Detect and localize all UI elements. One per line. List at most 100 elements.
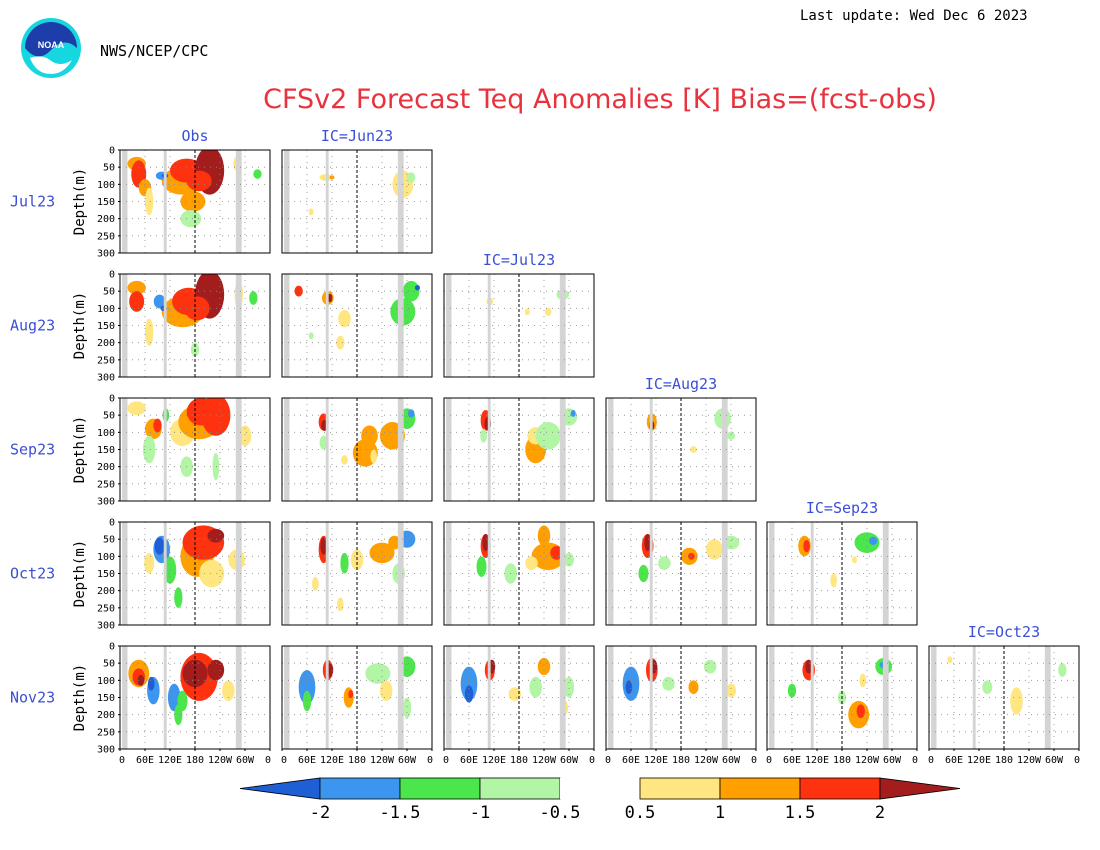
anomaly-contour-pos05 [830, 573, 838, 588]
anomaly-contour-neg05 [142, 435, 156, 464]
y-axis-label-3: Depth(m) [72, 540, 88, 607]
panel-plot-area [444, 646, 594, 749]
column-header-1: IC=Jun23 [321, 127, 393, 145]
x-tick-label: 60W [398, 755, 417, 766]
y-tick-label: 200 [97, 462, 115, 473]
y-tick-label: 250 [97, 603, 115, 614]
y-tick-label: 100 [97, 676, 115, 687]
anomaly-contour-pos05 [238, 425, 252, 447]
panel-frame [605, 397, 757, 502]
y-axis-label-0: Depth(m) [72, 168, 88, 235]
anomaly-contour-neg05 [480, 428, 487, 443]
land-mask [721, 522, 728, 625]
colorbar-tick-label: -1 [470, 803, 490, 823]
y-tick-label: 0 [109, 642, 115, 653]
land-mask [559, 522, 566, 625]
panel-frame [443, 521, 595, 626]
land-mask [1044, 646, 1051, 749]
y-tick-label: 300 [97, 373, 115, 384]
anomaly-contour-neg05 [564, 676, 574, 698]
anomaly-contour-pos05 [706, 539, 723, 560]
colorbar-segment [879, 777, 961, 800]
anomaly-contour-pos05 [127, 401, 146, 416]
panel-plot-area [120, 150, 270, 253]
land-mask [235, 150, 242, 253]
colorbar-tick-label: 2 [875, 803, 885, 823]
anomaly-contour-neg2 [154, 537, 165, 555]
x-tick-label: 120E [158, 755, 182, 766]
anomaly-contour-neg05 [726, 431, 736, 440]
panel-plot-area [120, 398, 270, 501]
panel-frame [281, 273, 433, 378]
colorbar-tick-label: -0.5 [540, 803, 581, 823]
anomaly-contour-neg15 [460, 666, 478, 701]
x-tick-label: 180 [510, 755, 528, 766]
y-tick-label: 250 [97, 479, 115, 490]
anomaly-contour-pos15 [184, 296, 210, 321]
land-mask [325, 646, 329, 749]
y-tick-label: 50 [103, 535, 115, 546]
anomaly-contour-neg05 [535, 422, 561, 450]
land-mask [446, 398, 452, 501]
anomaly-contour-neg05 [658, 556, 671, 571]
anomaly-contour-neg15 [570, 410, 576, 417]
panel-plot-area [929, 646, 1079, 749]
y-tick-label: 150 [97, 693, 115, 704]
land-mask [284, 398, 290, 501]
land-mask [122, 150, 128, 253]
y-tick-label: 150 [97, 197, 115, 208]
anomaly-contour-pos1 [537, 525, 551, 547]
anomaly-contour-pos15 [129, 291, 145, 312]
x-tick-label: 0 [766, 755, 772, 766]
land-mask [721, 398, 728, 501]
land-mask [235, 398, 242, 501]
x-tick-label: 60E [298, 755, 316, 766]
panel-plot-area [606, 522, 756, 625]
panel-frame [443, 397, 595, 502]
anomaly-contour-pos05 [524, 308, 530, 316]
land-mask [235, 646, 242, 749]
row-label-0: Jul23 [10, 193, 55, 211]
x-tick-label: 120E [482, 755, 506, 766]
panel-plot-area [282, 646, 432, 749]
anomaly-contour-neg05 [703, 659, 717, 674]
anomaly-contour-pos05 [199, 559, 225, 588]
colorbar-segment [719, 777, 801, 800]
x-tick-label: 60W [1045, 755, 1064, 766]
land-mask [397, 274, 404, 377]
y-tick-label: 100 [97, 552, 115, 563]
land-mask [721, 646, 728, 749]
anomaly-contour-neg05 [982, 680, 993, 695]
land-mask [122, 274, 128, 377]
anomaly-contour-pos05 [947, 656, 953, 664]
land-mask [931, 646, 937, 749]
colorbar-tick-label: 1.5 [785, 803, 816, 823]
land-mask [649, 398, 653, 501]
anomaly-contour-neg15 [407, 409, 415, 418]
land-mask [810, 522, 814, 625]
panel-plot-area [282, 274, 432, 377]
panel-frame [605, 521, 757, 626]
row-label-2: Sep23 [10, 441, 55, 459]
x-tick-label: 0 [265, 755, 271, 766]
center-label: NWS/NCEP/CPC [100, 42, 209, 60]
land-mask [397, 522, 404, 625]
land-mask [487, 274, 491, 377]
land-mask [487, 398, 491, 501]
land-mask [325, 274, 329, 377]
anomaly-contour-pos1 [688, 680, 699, 695]
x-tick-label: 120E [320, 755, 344, 766]
land-mask [559, 274, 566, 377]
y-axis-label-1: Depth(m) [72, 292, 88, 359]
anomaly-contour-pos05 [338, 310, 351, 328]
y-tick-label: 250 [97, 355, 115, 366]
colorbar-segment [799, 777, 881, 800]
anomaly-contour-pos05 [508, 687, 522, 701]
y-tick-label: 200 [97, 710, 115, 721]
land-mask [649, 522, 653, 625]
y-tick-label: 0 [109, 270, 115, 281]
x-tick-label: 0 [443, 755, 449, 766]
anomaly-contour-pos05 [379, 680, 393, 701]
anomaly-contour-pos05 [544, 307, 552, 316]
anomaly-contour-pos05 [1010, 687, 1023, 715]
